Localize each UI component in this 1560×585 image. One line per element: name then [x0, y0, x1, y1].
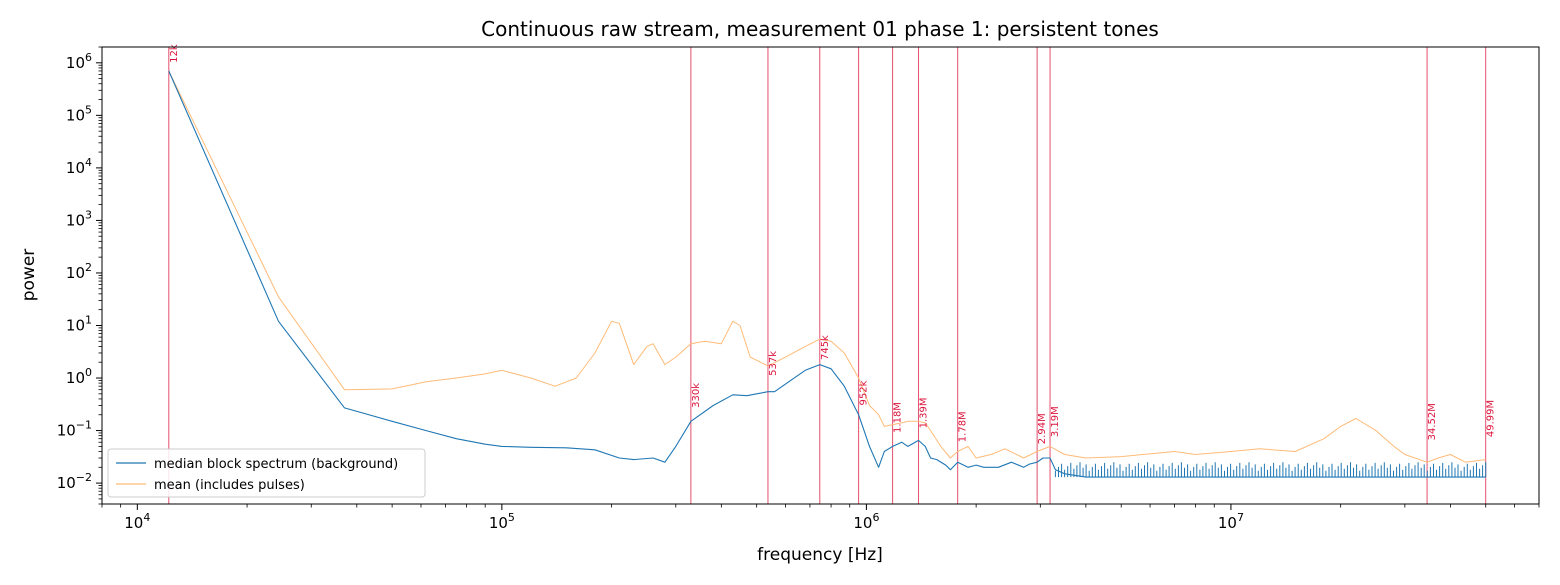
legend-label-mean: mean (includes pulses)	[154, 478, 305, 493]
marker-label-1.39M: 1.39M	[919, 397, 930, 428]
tone-markers	[168, 47, 1487, 504]
y-tick-label-7: 105	[66, 103, 92, 124]
legend-box	[107, 448, 426, 498]
series-median-line	[168, 70, 1486, 478]
legend-label-median: median block spectrum (background)	[154, 457, 398, 472]
tone-comb-spikes	[1054, 462, 1487, 478]
y-tick-label-3: 101	[66, 313, 92, 334]
marker-label-12k: 12k	[169, 44, 180, 63]
y-tick-label-5: 103	[66, 208, 92, 229]
x-tick-label-0: 104	[124, 511, 150, 532]
marker-label-34.52M: 34.52M	[1427, 403, 1438, 440]
marker-label-3.19M: 3.19M	[1050, 406, 1061, 437]
marker-label-745k: 745k	[820, 335, 831, 360]
y-tick-label-6: 104	[66, 156, 92, 177]
x-tick-label-3: 107	[1218, 511, 1244, 532]
series-lines	[168, 70, 1486, 478]
x-axis: 104 105 106 107	[101, 504, 1540, 532]
series-mean-line	[168, 70, 1486, 463]
marker-label-1.18M: 1.18M	[893, 402, 904, 433]
x-tick-label-1: 105	[489, 511, 515, 532]
marker-label-330k: 330k	[691, 383, 702, 408]
marker-label-537k: 537k	[768, 351, 779, 376]
x-tick-label-2: 106	[853, 511, 879, 532]
chart-title: Continuous raw stream, measurement 01 ph…	[481, 17, 1159, 41]
y-tick-label-2: 100	[66, 366, 92, 387]
plot-area	[168, 47, 1487, 504]
tone-comb	[1054, 462, 1487, 478]
y-axis-label: power	[19, 249, 39, 302]
marker-label-49.99M: 49.99M	[1486, 400, 1497, 437]
y-tick-label-4: 102	[66, 261, 92, 282]
marker-label-2.94M: 2.94M	[1037, 413, 1048, 444]
y-tick-label-0: 10−2	[57, 471, 92, 492]
y-axis: 10−2 10−1 100 101 102 103 104 105 106	[57, 46, 102, 505]
y-tick-label-1: 10−1	[57, 419, 92, 440]
legend: median block spectrum (background) mean …	[107, 448, 426, 498]
marker-label-952k: 952k	[859, 380, 870, 405]
y-tick-label-8: 106	[66, 51, 92, 72]
marker-label-1.78M: 1.78M	[958, 411, 969, 442]
x-axis-label: frequency [Hz]	[757, 545, 883, 565]
